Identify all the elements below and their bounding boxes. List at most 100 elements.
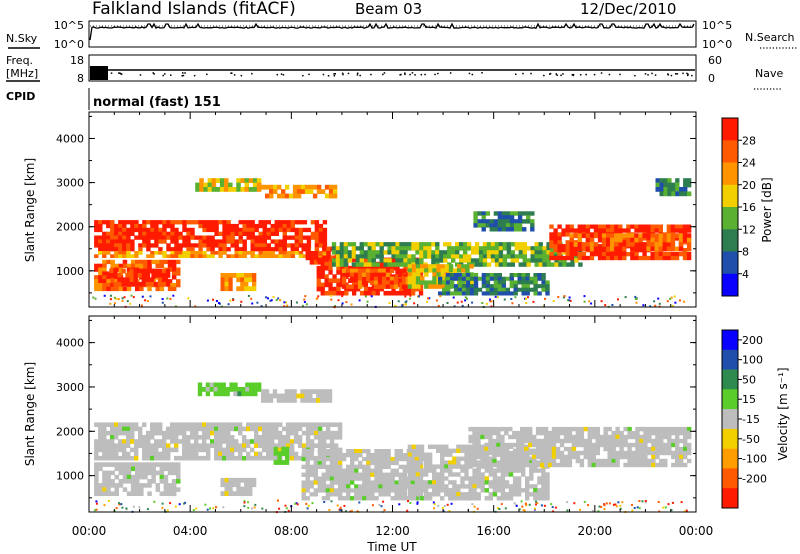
heatmap-cell (607, 438, 612, 444)
heatmap-cell (533, 488, 538, 493)
heatmap-cell (610, 255, 615, 261)
heatmap-cell (198, 426, 203, 432)
heatmap-cell (460, 448, 465, 453)
heatmap-cell (386, 472, 391, 477)
heatmap-cell (436, 448, 441, 453)
heatmap-cell (316, 274, 321, 279)
heatmap-cell (110, 443, 115, 448)
heatmap-cell (186, 235, 191, 240)
heatmap-cell (94, 466, 99, 472)
heatmap-cell (284, 393, 289, 399)
heatmap-cell (482, 250, 488, 255)
heatmap-cell (583, 442, 588, 448)
heatmap-cell (488, 446, 493, 452)
heatmap-cell (436, 488, 441, 493)
heatmap-cell (237, 391, 242, 397)
heatmap-cell (94, 487, 99, 492)
heatmap-cell (439, 250, 444, 255)
heatmap-cell (102, 474, 107, 480)
heatmap-cell (242, 239, 247, 244)
heatmap-cell (349, 272, 355, 277)
heatmap-cell (190, 447, 195, 453)
heatmap-cell (589, 224, 595, 229)
heatmap-cell (489, 298, 491, 301)
heatmap-cell (492, 488, 498, 493)
heatmap-cell (553, 255, 558, 261)
nave-point (206, 73, 208, 76)
heatmap-cell (386, 480, 391, 485)
heatmap-cell (252, 182, 258, 188)
heatmap-cell (538, 246, 543, 251)
heatmap-cell (298, 254, 304, 258)
heatmap-cell (351, 250, 357, 255)
heatmap-cell (488, 480, 493, 485)
heatmap-cell (126, 479, 132, 484)
heatmap-cell (138, 435, 143, 440)
heatmap-cell (331, 262, 337, 267)
heatmap-cell (282, 243, 287, 248)
heatmap-cell (234, 243, 239, 248)
heatmap-cell (359, 258, 364, 263)
heatmap-cell (514, 254, 519, 259)
heatmap-cell (122, 235, 127, 240)
heatmap-cell (305, 435, 311, 440)
heatmap-cell (469, 264, 474, 269)
heatmap-cell (496, 507, 499, 510)
heatmap-cell (182, 243, 187, 248)
heatmap-cell (643, 446, 648, 452)
heatmap-cell (497, 284, 502, 289)
heatmap-cell (581, 228, 587, 233)
heatmap-cell (238, 251, 243, 255)
heatmap-cell (448, 510, 451, 512)
heatmap-cell (535, 462, 541, 468)
heatmap-cell (133, 268, 138, 274)
heatmap-cell (516, 456, 522, 461)
heatmap-cell (682, 255, 688, 261)
heatmap-cell (443, 242, 448, 247)
heatmap-cell (190, 435, 195, 440)
heatmap-cell (472, 458, 477, 464)
heatmap-cell (516, 442, 521, 448)
heatmap-cell (102, 283, 107, 288)
heatmap-cell (557, 236, 562, 241)
heatmap-cell (440, 456, 445, 461)
heatmap-cell (386, 449, 391, 454)
heatmap-cell (427, 492, 433, 497)
heatmap-cell (309, 455, 315, 461)
heatmap-cell (627, 434, 632, 440)
heatmap-cell (335, 258, 341, 263)
heatmap-cell (206, 430, 211, 436)
heatmap-cell (539, 446, 545, 452)
heatmap-cell (541, 480, 546, 485)
heatmap-cell (242, 220, 247, 225)
heatmap-cell (574, 258, 579, 263)
heatmap-cell (211, 182, 217, 188)
heatmap-cell (325, 426, 331, 432)
heatmap-cell (615, 450, 620, 456)
heatmap-cell (546, 242, 551, 247)
heatmap-cell (94, 451, 99, 457)
heatmap-cell (490, 300, 493, 303)
heatmap-cell (512, 454, 517, 460)
nave-tick-top: 60 (708, 54, 722, 67)
heatmap-cell (627, 450, 632, 456)
heatmap-cell (493, 223, 499, 228)
heatmap-cell (256, 182, 262, 188)
heatmap-cell (591, 454, 596, 460)
nave-point (400, 73, 402, 76)
colorbar-segment (722, 488, 738, 509)
heatmap-cell (509, 273, 514, 278)
heatmap-cell (565, 244, 570, 249)
heatmap-cell (504, 480, 510, 485)
heatmap-cell (194, 254, 199, 258)
heatmap-cell (250, 447, 255, 453)
nave-point (231, 72, 233, 74)
heatmap-cell (357, 268, 363, 273)
heatmap-cell (687, 442, 692, 448)
heatmap-cell (427, 456, 433, 461)
heatmap-cell (477, 223, 482, 228)
heatmap-cell (260, 305, 263, 308)
heatmap-cell (110, 435, 115, 440)
heatmap-cell (102, 491, 107, 496)
